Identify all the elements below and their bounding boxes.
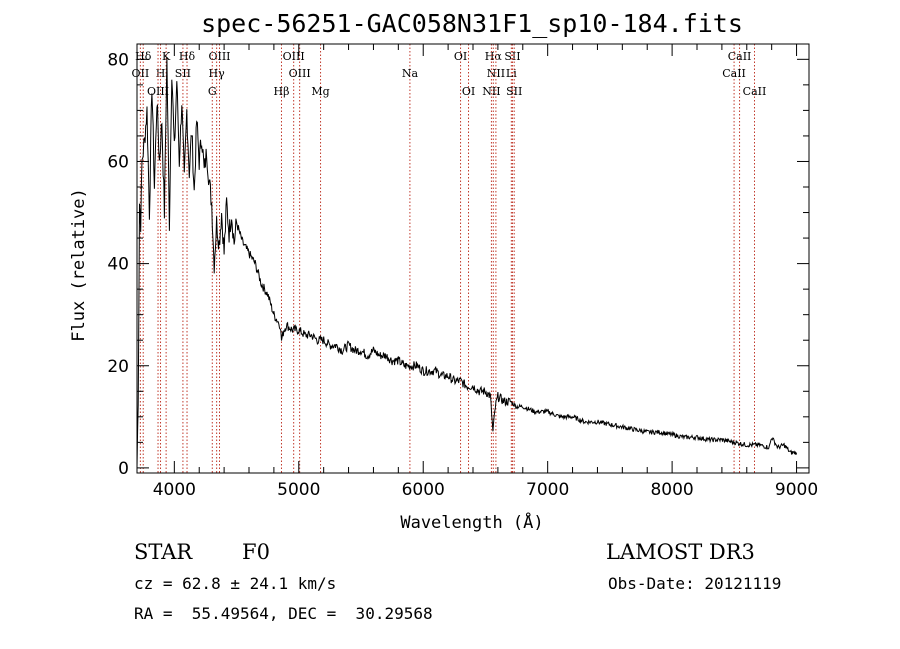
line-marker-label: CaII <box>743 85 767 98</box>
line-marker-label: OI <box>454 50 467 63</box>
x-tick-label: 5000 <box>277 480 320 500</box>
line-marker-label: Mg <box>311 85 329 98</box>
y-tick-label: 20 <box>107 357 129 377</box>
line-marker-label: CaII <box>722 67 746 80</box>
line-marker-label: OIII <box>147 85 169 98</box>
object-class: STAR <box>134 540 193 564</box>
x-axis-label: Wavelength (Å) <box>400 511 543 533</box>
line-marker-label: Hδ <box>179 50 196 63</box>
line-marker-label: OI <box>462 85 475 98</box>
line-marker-label: CaII <box>728 50 752 63</box>
y-tick-label: 40 <box>107 255 129 275</box>
x-tick-label: 6000 <box>402 480 445 500</box>
line-marker-label: NII <box>482 85 500 98</box>
y-tick-label: 80 <box>107 50 129 70</box>
line-marker-label: H <box>156 67 166 80</box>
y-axis-label: Flux (relative) <box>69 188 89 342</box>
x-tick-label: 9000 <box>775 480 818 500</box>
line-marker-label: NII <box>487 67 505 80</box>
plot-frame <box>136 43 810 474</box>
y-tick-label: 0 <box>118 459 129 479</box>
line-marker-label: G <box>208 85 217 98</box>
x-tick-label: 7000 <box>526 480 569 500</box>
line-marker-label: Na <box>402 67 419 80</box>
line-marker-label: OIII <box>208 50 230 63</box>
spectrum-chart: spec-56251-GAC058N31F1_sp10-184.fits Hδ K… <box>69 9 818 533</box>
object-subclass: F0 <box>242 540 270 564</box>
x-tick-label: 8000 <box>650 480 693 500</box>
line-marker-label: OII <box>132 67 150 80</box>
line-marker-label: SII <box>504 50 520 63</box>
line-marker-label: K <box>162 50 171 63</box>
line-marker-label: Hγ <box>209 67 226 80</box>
spectrum-series <box>136 56 798 468</box>
line-marker-label: SII <box>506 85 522 98</box>
line-marker-label: Hβ <box>274 85 290 98</box>
line-marker-label: Hδ <box>135 50 152 63</box>
ra-dec-coordinates: RA = 55.49564, DEC = 30.29568 <box>134 604 433 623</box>
redshift-cz: cz = 62.8 ± 24.1 km/s <box>134 574 337 593</box>
survey-name: LAMOST DR3 <box>606 540 755 564</box>
line-marker-label: Li <box>506 67 517 80</box>
y-tick-label: 60 <box>107 152 129 172</box>
line-marker-label: SII <box>175 67 191 80</box>
line-marker-label: Hα <box>485 50 503 63</box>
axis-ticks: 4000 5000 6000 7000 8000 9000 0 20 40 60 80 <box>107 44 818 500</box>
line-marker-label: OIII <box>283 50 305 63</box>
x-tick-label: 4000 <box>153 480 196 500</box>
line-marker-label: OIII <box>289 67 311 80</box>
observation-date: Obs-Date: 20121119 <box>608 574 782 593</box>
chart-title: spec-56251-GAC058N31F1_sp10-184.fits <box>201 9 743 38</box>
spectrum-line <box>136 56 798 468</box>
